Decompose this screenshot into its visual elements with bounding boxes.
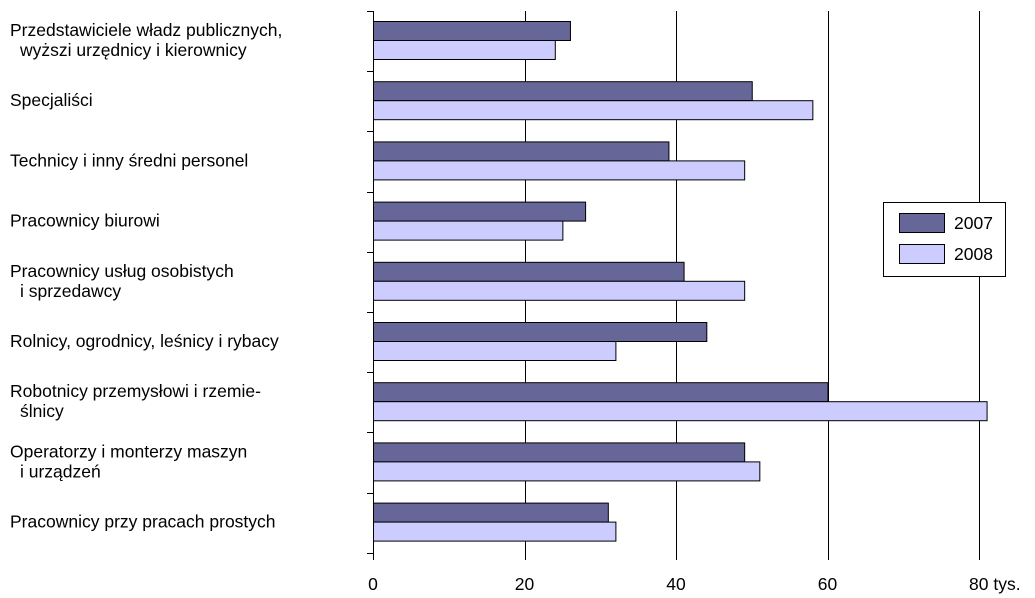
- category-label-6-1: ślnicy: [20, 401, 64, 421]
- legend-label-2008: 2008: [954, 244, 993, 264]
- category-label-8-0: Pracownicy przy pracach prostych: [10, 512, 276, 532]
- bar-2007-8: [373, 502, 609, 523]
- category-label-0-1: wyższi urzędnicy i kierownicy: [19, 40, 247, 60]
- x-tick-label-20: 20: [515, 574, 535, 594]
- x-tick-label-0: 0: [368, 574, 378, 594]
- category-label-7-0: Operatorzy i monterzy maszyn: [10, 441, 247, 461]
- bar-2008-6: [373, 401, 988, 422]
- bar-2008-0: [373, 40, 556, 60]
- bar-2007-3: [373, 201, 587, 222]
- bar-2007-4: [373, 261, 685, 282]
- legend-swatch-2008: [899, 244, 945, 264]
- bar-2008-5: [373, 341, 617, 361]
- bar-2008-3: [373, 220, 564, 241]
- legend: 2007 2008: [883, 202, 1006, 277]
- category-label-0-0: Przedstawiciele władz publicznych,: [10, 20, 282, 40]
- x-tick-label-80: 80 tys.: [969, 574, 1021, 594]
- x-tick-labels: 0 20 40 60 80 tys.: [368, 574, 1020, 594]
- bar-2007-6: [373, 382, 829, 403]
- bar-2008-8: [373, 521, 617, 542]
- bar-2007-1: [373, 81, 753, 102]
- bar-2007-0: [373, 21, 571, 41]
- bar-2007-2: [373, 141, 670, 162]
- category-label-6-0: Robotnicy przemysłowi i rzemie-: [10, 381, 261, 401]
- category-labels: Przedstawiciele władz publicznych,wyższi…: [10, 20, 282, 532]
- category-label-2-0: Technicy i inny średni personel: [10, 150, 248, 170]
- category-label-4-0: Pracownicy usług osobistych: [10, 261, 234, 281]
- bar-2007-5: [373, 322, 708, 342]
- x-tick-label-40: 40: [666, 574, 686, 594]
- x-tick-label-60: 60: [818, 574, 838, 594]
- category-label-3-0: Pracownicy biurowi: [10, 211, 160, 231]
- bar-2007-7: [373, 442, 746, 463]
- bar-2008-1: [373, 100, 814, 121]
- legend-swatch-2007: [899, 213, 945, 233]
- category-label-4-1: i sprzedawcy: [20, 281, 121, 301]
- category-label-7-1: i urządzeń: [20, 461, 101, 481]
- bar-2008-7: [373, 461, 761, 482]
- category-label-1-0: Specjaliści: [10, 90, 93, 110]
- bar-2008-4: [373, 280, 746, 301]
- bar-2008-2: [373, 160, 746, 181]
- legend-label-2007: 2007: [954, 213, 993, 233]
- bars: [373, 21, 988, 542]
- category-label-5-0: Rolnicy, ogrodnicy, leśnicy i rybacy: [10, 331, 279, 351]
- axis: [367, 11, 980, 560]
